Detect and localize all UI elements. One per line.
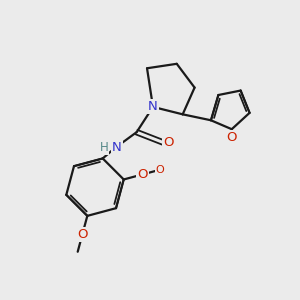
Text: N: N — [148, 100, 158, 113]
Text: O: O — [164, 136, 174, 149]
Text: O: O — [77, 228, 88, 241]
Text: O: O — [137, 168, 148, 181]
Text: O: O — [156, 165, 165, 175]
Text: O: O — [226, 131, 237, 144]
Text: N: N — [112, 141, 122, 154]
Text: H: H — [100, 141, 108, 154]
